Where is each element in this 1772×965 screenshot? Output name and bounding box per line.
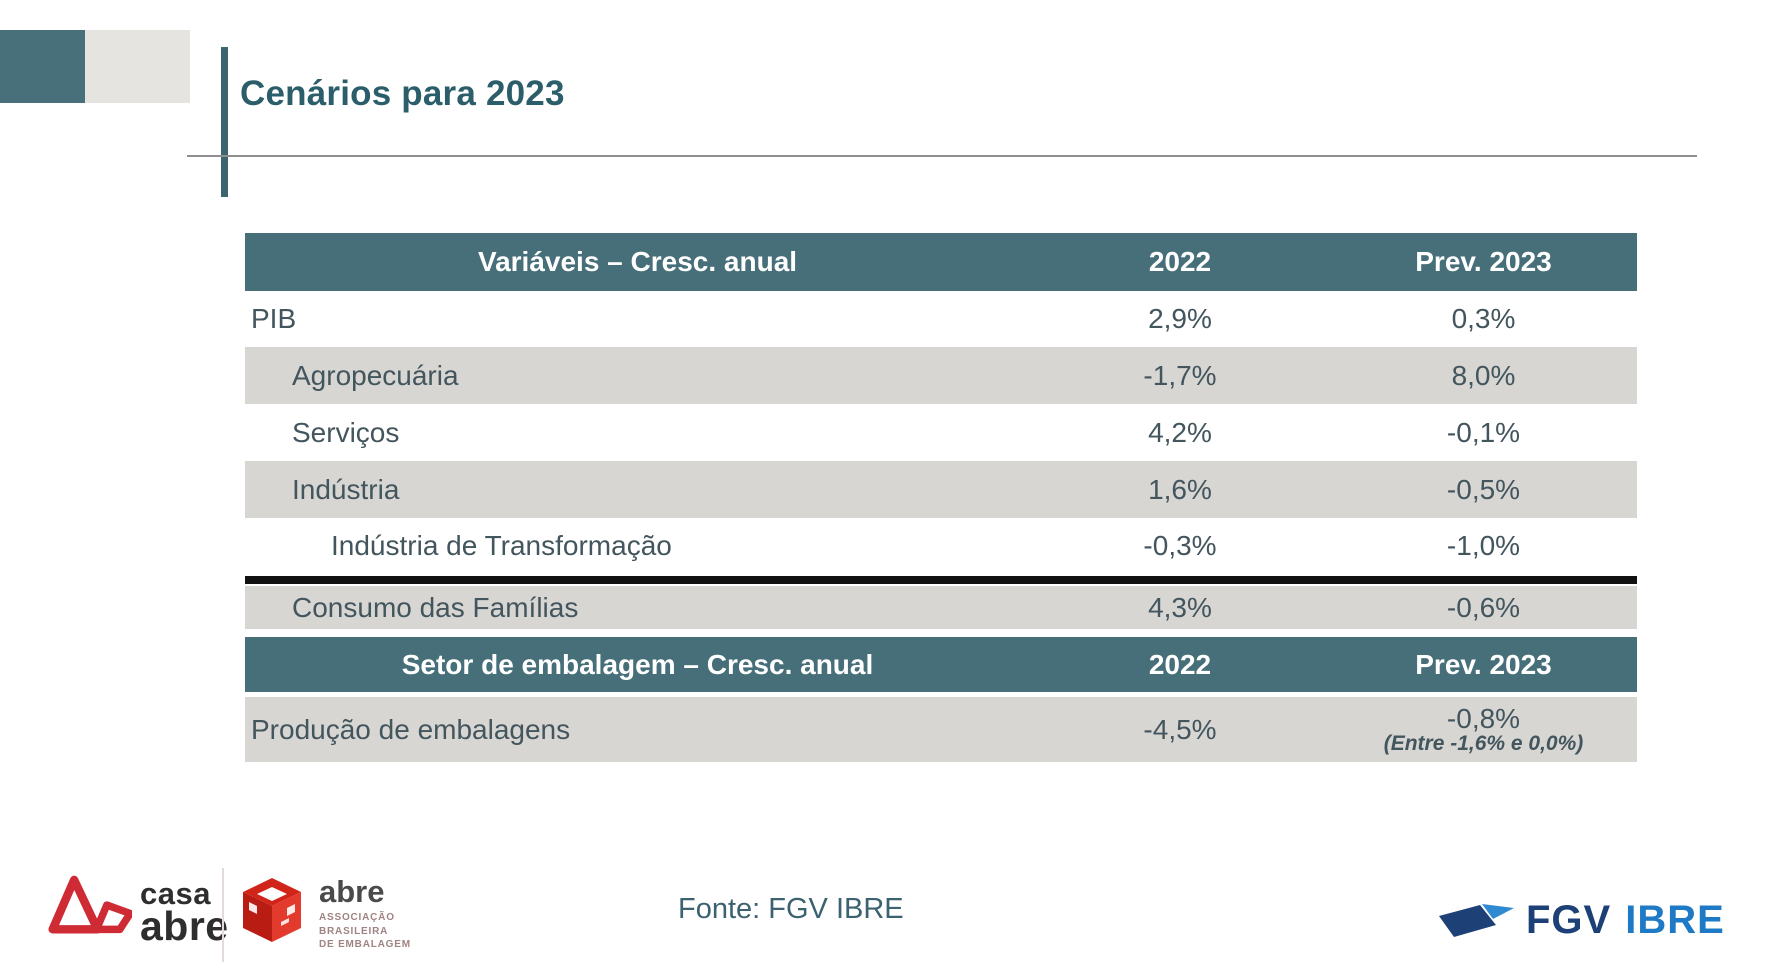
page-title: Cenários para 2023 <box>240 74 565 113</box>
row-value-2023: 8,0% <box>1451 359 1516 391</box>
table-row: PIB 2,9% 0,3% <box>245 291 1637 347</box>
row-value-2023: 0,3% <box>1451 303 1516 334</box>
row-value-2023: -0,6% <box>1446 591 1521 623</box>
packaging-forecast-range-note: (Entre -1,6% e 0,0%) <box>1383 732 1584 756</box>
row-value-2023: -0,5% <box>1446 473 1521 505</box>
row-label: Indústria de Transformação <box>331 530 672 561</box>
row-label: PIB <box>251 303 297 334</box>
abre-subtitle-line2: BRASILEIRA <box>319 925 389 937</box>
row-label: Agropecuária <box>292 359 459 391</box>
row-value-2022: 4,3% <box>1148 591 1212 623</box>
teal-square-decoration <box>0 30 85 103</box>
abre-subtitle-line3: DE EMBALAGEM <box>319 939 411 951</box>
abre-logo: abre ASSOCIAÇÃO BRASILEIRA DE EMBALAGEM <box>237 873 411 955</box>
row-value-2023: -0,1% <box>1446 416 1521 448</box>
fgv-ibre-wordmark: FGV IBRE <box>1526 898 1725 943</box>
row-label: Consumo das Famílias <box>292 591 579 623</box>
table-row: Indústria de Transformação -0,3% -1,0% <box>245 518 1637 574</box>
title-accent-bar <box>221 47 228 197</box>
row-value-2022: 1,6% <box>1148 473 1212 505</box>
casa-abre-line2: abre <box>140 903 229 950</box>
header-2022: 2022 <box>1148 648 1212 680</box>
abre-subtitle: ASSOCIAÇÃO BRASILEIRA DE EMBALAGEM <box>319 911 411 952</box>
fgv-ibre-logo: FGV IBRE <box>1438 898 1725 943</box>
abre-wordmark: abre ASSOCIAÇÃO BRASILEIRA DE EMBALAGEM <box>319 876 411 952</box>
row-value-2022: -4,5% <box>1143 713 1217 745</box>
table-row: Agropecuária -1,7% 8,0% <box>245 347 1637 404</box>
gray-square-decoration <box>85 30 190 103</box>
row-value-2023: -1,0% <box>1446 530 1521 561</box>
casa-abre-logo: casa abre <box>48 872 229 954</box>
casa-abre-wordmark: casa abre <box>140 875 229 950</box>
header-label: Variáveis – Cresc. anual <box>477 246 798 277</box>
abre-cube-icon <box>243 878 301 942</box>
abre-subtitle-line1: ASSOCIAÇÃO <box>319 912 395 924</box>
row-value-2022: -1,7% <box>1143 359 1217 391</box>
packaging-forecast-value: -0,8% <box>1446 702 1521 734</box>
source-note: Fonte: FGV IBRE <box>678 893 904 925</box>
row-label: Serviços <box>292 416 400 448</box>
table-row: Indústria 1,6% -0,5% <box>245 461 1637 518</box>
row-label: Produção de embalagens <box>251 713 571 745</box>
table-header-variables: Variáveis – Cresc. anual 2022 Prev. 2023 <box>245 233 1637 291</box>
scenario-table: Variáveis – Cresc. anual 2022 Prev. 2023… <box>245 233 1637 762</box>
row-value-2023: -0,8% (Entre -1,6% e 0,0%) <box>1330 702 1637 756</box>
table-row: Consumo das Famílias 4,3% -0,6% <box>245 586 1637 629</box>
casa-abre-line1: casa <box>140 875 211 911</box>
header-prev-2023: Prev. 2023 <box>1415 648 1552 680</box>
row-value-2022: 4,2% <box>1148 416 1212 448</box>
logo-divider <box>222 868 224 962</box>
table-row: Produção de embalagens -4,5% -0,8% (Entr… <box>245 697 1637 762</box>
section-divider-line <box>245 576 1637 584</box>
title-underline <box>187 155 1697 157</box>
casa-abre-icon <box>48 875 132 934</box>
header-2022: 2022 <box>1148 246 1212 277</box>
row-label: Indústria <box>292 473 400 505</box>
abre-name: abre <box>319 874 385 910</box>
row-value-2022: -0,3% <box>1143 530 1217 561</box>
header-label: Setor de embalagem – Cresc. anual <box>401 648 874 680</box>
row-value-2022: 2,9% <box>1148 303 1212 334</box>
table-row: Serviços 4,2% -0,1% <box>245 404 1637 461</box>
fgv-check-icon <box>1439 903 1514 937</box>
fgv-text: FGV <box>1526 898 1612 942</box>
header-prev-2023: Prev. 2023 <box>1415 246 1552 277</box>
table-header-packaging: Setor de embalagem – Cresc. anual 2022 P… <box>245 637 1637 692</box>
ibre-text: IBRE <box>1625 898 1725 942</box>
